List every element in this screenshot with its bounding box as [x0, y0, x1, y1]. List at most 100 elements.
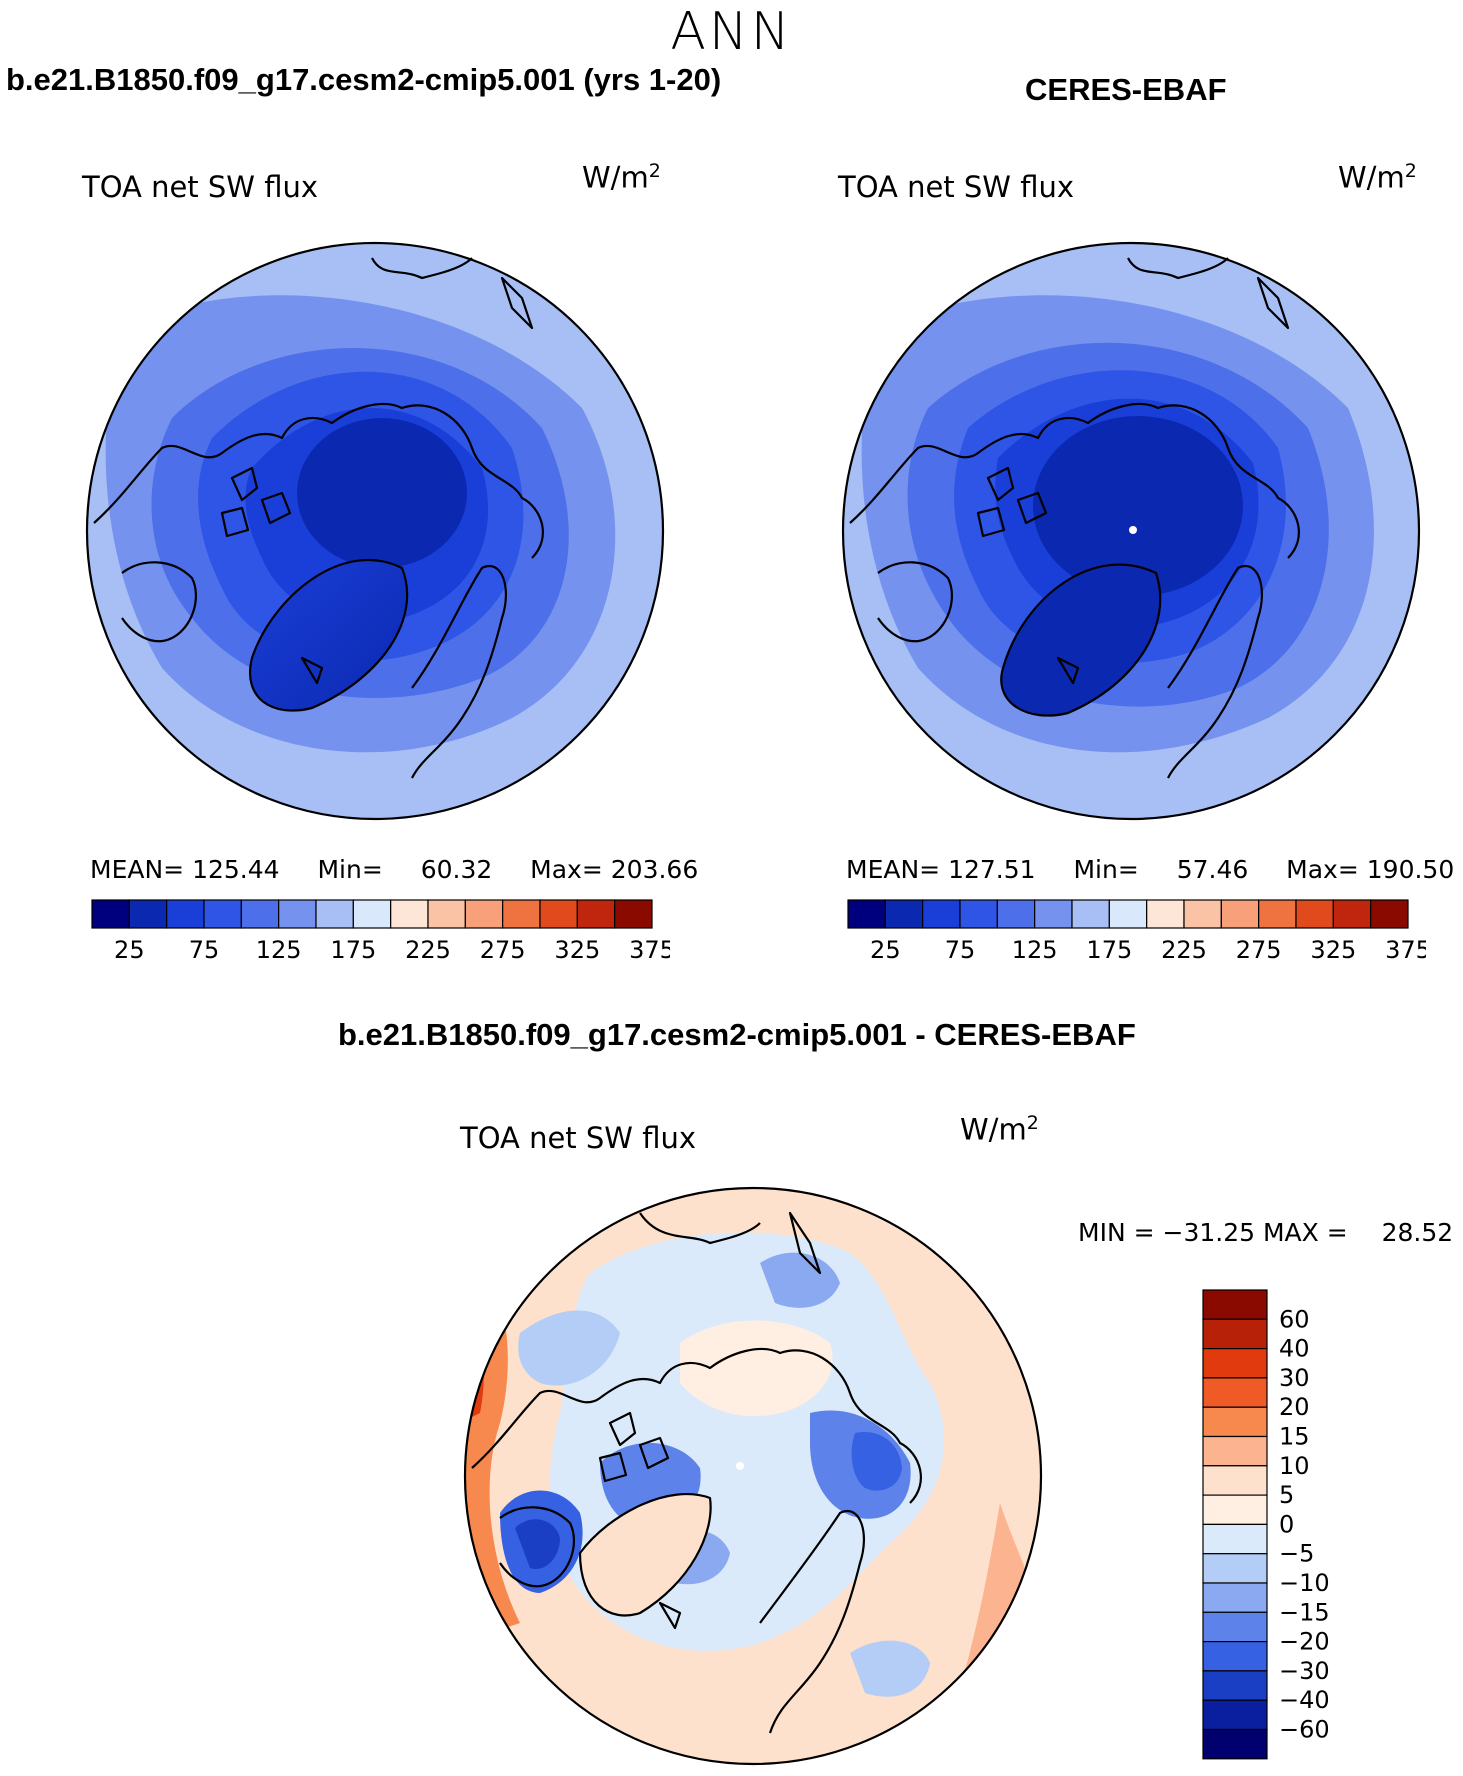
- diff-colorbar-level-label: −20: [1279, 1628, 1330, 1656]
- colorbar-cell: [576, 899, 616, 929]
- colorbar-cell: [884, 899, 924, 929]
- obs-polar-map: [841, 241, 1421, 821]
- model-coastlines: [93, 257, 544, 779]
- diff-zone-greenland-pos: [580, 1494, 711, 1616]
- colorbar-tick-label: 375: [1385, 936, 1426, 964]
- colorbar-cell: [959, 899, 998, 929]
- diff-colorbar-cell: [1202, 1289, 1268, 1320]
- diff-case-title: b.e21.B1850.f09_g17.cesm2-cmip5.001 - CE…: [338, 1017, 1136, 1052]
- colorbar-tick-label: 275: [1236, 936, 1282, 964]
- colorbar-cell: [1146, 899, 1185, 929]
- colorbar-cell: [315, 899, 354, 929]
- obs-zone-core: [1033, 416, 1243, 596]
- model-mean-label: MEAN=: [90, 855, 185, 884]
- diff-colorbar-cell: [1202, 1406, 1268, 1438]
- diff-colorbar-level-label: −15: [1279, 1598, 1330, 1626]
- colorbar-cell: [1108, 899, 1148, 929]
- diff-pole-missing: [736, 1462, 744, 1470]
- diff-colorbar-cell: [1202, 1641, 1268, 1672]
- model-min-value: 60.32: [420, 855, 493, 884]
- diff-colorbar-cell: [1202, 1465, 1268, 1496]
- colorbar-tick-label: 225: [405, 936, 451, 964]
- diff-zone-pos-west-strong: [465, 1273, 484, 1423]
- diff-colorbar-cell: [1202, 1611, 1268, 1643]
- diff-stats: MIN = −31.25 MAX = 28.52: [1078, 1218, 1453, 1247]
- season-title: ANN: [670, 2, 793, 62]
- diff-zone-neg-bering: [760, 1252, 840, 1308]
- diff-colorbar-level-label: 15: [1279, 1423, 1310, 1451]
- colorbar-cell: [1220, 899, 1260, 929]
- obs-case-title: CERES-EBAF: [1025, 72, 1227, 107]
- diff-zone-neg-siberia-strong: [851, 1432, 902, 1491]
- diff-zone-neg-canada-strong: [515, 1519, 560, 1569]
- diff-colorbar-level-label: −10: [1279, 1569, 1330, 1597]
- obs-coastlines: [849, 257, 1300, 779]
- colorbar-tick-label: 375: [629, 936, 670, 964]
- obs-min-label: Min=: [1073, 855, 1139, 884]
- model-zone-50-75: [297, 418, 467, 568]
- colorbar-cell: [539, 899, 578, 929]
- model-stats: MEAN= 125.44 Min= 60.32 Max= 203.66: [90, 855, 698, 884]
- colorbar-cell: [390, 899, 429, 929]
- colorbar-cell: [352, 899, 392, 929]
- model-greenland-zone: [250, 560, 408, 711]
- diff-variable-label: TOA net SW flux: [460, 1121, 697, 1155]
- obs-colorbar: 25 75 125 175 225 275 325 375: [847, 899, 1426, 964]
- diff-colorbar-cell: [1202, 1494, 1268, 1526]
- diff-colorbar-level-label: −5: [1279, 1540, 1314, 1568]
- model-field-zones: [87, 243, 663, 819]
- diff-min-value: −31.25: [1162, 1218, 1256, 1247]
- obs-mean-label: MEAN=: [846, 855, 941, 884]
- model-max-label: Max=: [530, 855, 603, 884]
- colorbar-cell: [1034, 899, 1073, 929]
- obs-unit-label: W/m2: [1338, 160, 1417, 195]
- model-min-label: Min=: [317, 855, 383, 884]
- model-case-title: b.e21.B1850.f09_g17.cesm2-cmip5.001 (yrs…: [6, 62, 722, 97]
- diff-colorbar-level-label: −30: [1279, 1657, 1330, 1685]
- colorbar-cell: [1295, 899, 1334, 929]
- diff-field-zones: [465, 1188, 1041, 1764]
- colorbar-tick-label: 75: [189, 936, 220, 964]
- diff-max-label: MAX =: [1262, 1218, 1348, 1247]
- diff-max-value: 28.52: [1381, 1218, 1454, 1247]
- obs-mean-value: 127.51: [948, 855, 1036, 884]
- diff-coastlines: [471, 1211, 922, 1734]
- colorbar-cell: [166, 899, 205, 929]
- diff-colorbar-level-label: 60: [1279, 1305, 1310, 1333]
- diff-colorbar-cell: [1202, 1435, 1268, 1467]
- diff-colorbar-cell: [1202, 1377, 1268, 1408]
- diff-map-boundary: [463, 1186, 1043, 1766]
- colorbar-tick-label: 25: [870, 936, 901, 964]
- obs-map-boundary: [841, 241, 1421, 821]
- model-unit-label: W/m2: [582, 160, 661, 195]
- diff-colorbar-level-label: 10: [1279, 1452, 1310, 1480]
- colorbar-cell: [1370, 899, 1409, 929]
- diff-colorbar-cell: [1202, 1347, 1268, 1379]
- colorbar-cell: [427, 899, 466, 929]
- colorbar-tick-label: 275: [480, 936, 526, 964]
- colorbar-tick-label: 175: [330, 936, 376, 964]
- model-variable-label: TOA net SW flux: [82, 170, 319, 204]
- colorbar-cell: [1332, 899, 1372, 929]
- diff-unit-label: W/m2: [960, 1112, 1039, 1147]
- diff-colorbar-level-label: 30: [1279, 1364, 1310, 1392]
- diff-colorbar-level-label: −40: [1279, 1686, 1330, 1714]
- diff-colorbar-cell: [1202, 1728, 1268, 1760]
- diff-zone-pole-slight-pos: [680, 1320, 833, 1417]
- obs-min-value: 57.46: [1176, 855, 1249, 884]
- model-colorbar: 25 75 125 175 225 275 325 375: [91, 899, 670, 964]
- obs-variable-label: TOA net SW flux: [838, 170, 1075, 204]
- diff-colorbar-level-label: 5: [1279, 1481, 1294, 1509]
- diff-colorbar-cell: [1202, 1553, 1268, 1584]
- colorbar-cell: [922, 899, 961, 929]
- colorbar-cell: [614, 899, 653, 929]
- diff-zone-neg-alaska: [518, 1310, 620, 1386]
- diff-colorbar-cell: [1202, 1523, 1268, 1555]
- diff-colorbar-level-label: −60: [1279, 1716, 1330, 1744]
- diff-colorbar-cell: [1202, 1582, 1268, 1613]
- colorbar-cell: [1183, 899, 1222, 929]
- colorbar-cell: [128, 899, 168, 929]
- colorbar-cell: [996, 899, 1036, 929]
- colorbar-cell: [203, 899, 242, 929]
